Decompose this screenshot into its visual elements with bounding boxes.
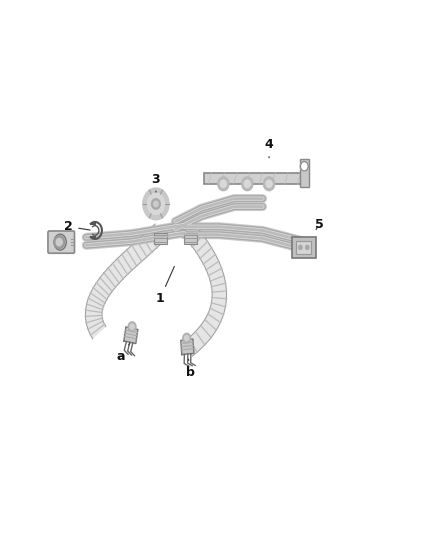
Circle shape [306,245,309,249]
FancyBboxPatch shape [48,231,74,253]
Polygon shape [85,224,165,339]
Text: 2: 2 [64,220,90,233]
FancyBboxPatch shape [184,233,197,244]
Ellipse shape [54,234,66,250]
Text: b: b [186,359,195,379]
Circle shape [54,236,64,248]
Circle shape [56,238,62,246]
Circle shape [154,201,158,207]
FancyBboxPatch shape [296,241,311,254]
FancyBboxPatch shape [204,173,302,184]
Circle shape [244,180,251,188]
Text: 4: 4 [265,138,273,158]
Polygon shape [184,226,226,356]
Text: 3: 3 [152,173,160,192]
Circle shape [147,193,165,215]
Circle shape [266,180,272,188]
Circle shape [300,161,308,171]
Text: 1: 1 [156,266,174,305]
Circle shape [130,324,134,329]
Text: 5: 5 [315,217,324,231]
Circle shape [242,177,253,191]
FancyBboxPatch shape [292,237,316,258]
FancyBboxPatch shape [154,233,167,244]
Circle shape [152,199,160,209]
Circle shape [299,245,302,249]
Circle shape [218,177,229,191]
Bar [300,159,309,187]
Text: a: a [117,343,130,363]
Polygon shape [124,327,138,344]
Circle shape [184,335,189,341]
Circle shape [128,322,136,332]
Circle shape [263,177,275,191]
Circle shape [143,188,169,220]
Circle shape [183,333,191,343]
Polygon shape [181,339,194,354]
Circle shape [220,180,226,188]
